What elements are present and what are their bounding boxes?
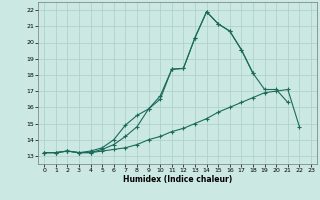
X-axis label: Humidex (Indice chaleur): Humidex (Indice chaleur) [123, 175, 232, 184]
